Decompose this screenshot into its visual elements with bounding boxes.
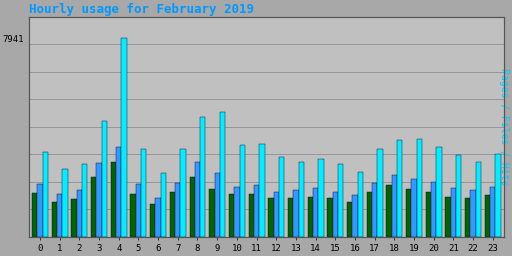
Bar <box>180 149 186 237</box>
Bar <box>52 202 57 237</box>
Bar <box>32 193 37 237</box>
Bar <box>451 188 456 237</box>
Y-axis label: Pages / Files / Hits: Pages / Files / Hits <box>499 68 509 186</box>
Bar <box>209 189 215 237</box>
Bar <box>77 190 82 237</box>
Bar <box>476 162 481 237</box>
Bar <box>377 149 382 237</box>
Bar <box>465 198 471 237</box>
Bar <box>102 121 107 237</box>
Bar <box>141 149 146 237</box>
Bar <box>170 192 175 237</box>
Bar <box>62 169 68 237</box>
Bar <box>426 192 431 237</box>
Bar <box>436 147 442 237</box>
Bar <box>308 197 313 237</box>
Bar <box>195 162 200 237</box>
Bar <box>352 195 358 237</box>
Bar <box>220 112 225 237</box>
Bar <box>358 172 363 237</box>
Bar <box>121 38 126 237</box>
Bar <box>229 194 234 237</box>
Bar <box>293 190 298 237</box>
Bar <box>273 192 279 237</box>
Bar <box>91 177 96 237</box>
Bar <box>456 155 461 237</box>
Bar <box>471 190 476 237</box>
Bar <box>175 183 180 237</box>
Bar <box>392 175 397 237</box>
Bar <box>327 198 333 237</box>
Text: Hourly usage for February 2019: Hourly usage for February 2019 <box>29 3 254 16</box>
Bar <box>313 188 318 237</box>
Bar <box>96 163 102 237</box>
Bar <box>42 152 48 237</box>
Bar <box>496 154 501 237</box>
Bar <box>116 147 121 237</box>
Bar <box>412 179 417 237</box>
Bar <box>485 195 490 237</box>
Bar <box>215 173 220 237</box>
Bar <box>298 162 304 237</box>
Bar <box>254 185 259 237</box>
Bar <box>136 184 141 237</box>
Bar <box>347 202 352 237</box>
Bar <box>338 164 343 237</box>
Bar <box>200 117 205 237</box>
Bar <box>189 177 195 237</box>
Bar <box>431 182 436 237</box>
Bar <box>37 184 42 237</box>
Bar <box>490 187 496 237</box>
Bar <box>259 144 265 237</box>
Bar <box>288 198 293 237</box>
Bar <box>82 164 88 237</box>
Bar <box>279 157 284 237</box>
Bar <box>156 198 161 237</box>
Bar <box>372 183 377 237</box>
Bar <box>397 141 402 237</box>
Bar <box>71 199 77 237</box>
Bar <box>111 162 116 237</box>
Bar <box>417 139 422 237</box>
Bar <box>234 187 240 237</box>
Bar <box>268 198 273 237</box>
Bar <box>131 194 136 237</box>
Bar <box>445 197 451 237</box>
Bar <box>150 204 156 237</box>
Bar <box>406 189 412 237</box>
Bar <box>240 145 245 237</box>
Bar <box>367 192 372 237</box>
Bar <box>333 192 338 237</box>
Bar <box>318 159 324 237</box>
Bar <box>161 173 166 237</box>
Bar <box>387 185 392 237</box>
Bar <box>249 194 254 237</box>
Bar <box>57 194 62 237</box>
